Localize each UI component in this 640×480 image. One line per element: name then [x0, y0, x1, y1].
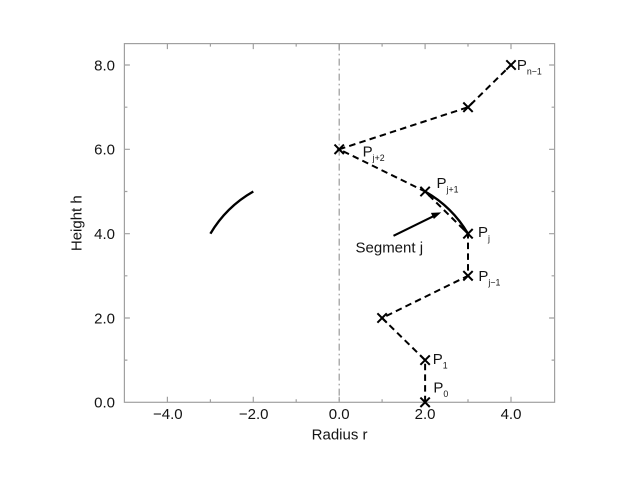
svg-text:6.0: 6.0: [94, 142, 115, 159]
svg-text:Segment j: Segment j: [356, 239, 424, 256]
svg-text:Radius r: Radius r: [312, 427, 368, 444]
svg-text:−2.0: −2.0: [239, 406, 269, 423]
svg-text:4.0: 4.0: [94, 226, 115, 243]
svg-text:2.0: 2.0: [94, 310, 115, 327]
svg-text:Height h: Height h: [68, 195, 85, 251]
svg-text:8.0: 8.0: [94, 57, 115, 74]
svg-text:−4.0: −4.0: [153, 406, 183, 423]
svg-text:Pj: Pj: [478, 224, 490, 244]
svg-text:0.0: 0.0: [329, 406, 350, 423]
svg-text:2.0: 2.0: [415, 406, 436, 423]
svg-text:4.0: 4.0: [501, 406, 522, 423]
svg-text:0.0: 0.0: [94, 395, 115, 412]
